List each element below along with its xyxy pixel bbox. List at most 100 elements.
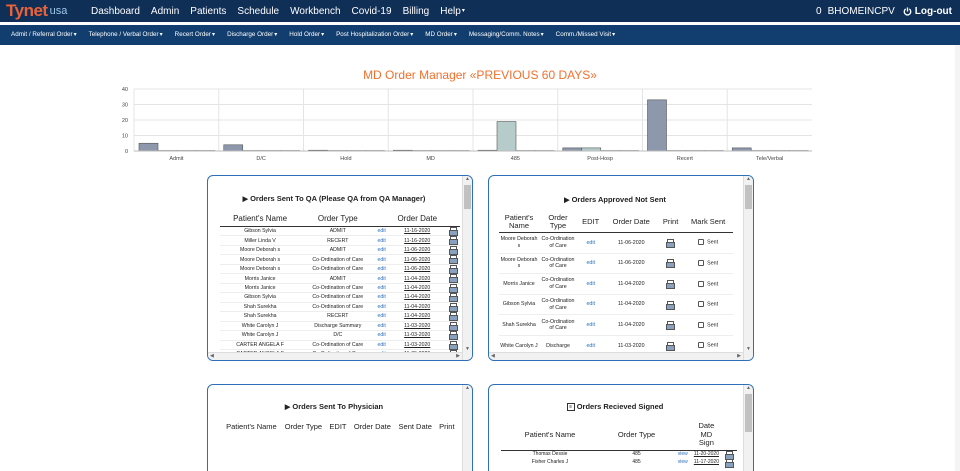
subnav-item-5[interactable]: Post Hospitalization Order▾ <box>336 31 413 39</box>
printer-icon[interactable] <box>448 274 458 284</box>
printer-icon[interactable] <box>666 238 676 248</box>
scroll-down-icon[interactable]: ▼ <box>746 346 751 352</box>
order-date-link[interactable]: 11-03-2020 <box>387 330 447 341</box>
edit-link[interactable]: edit <box>375 321 388 332</box>
scroll-left-icon[interactable]: ◀ <box>210 353 214 359</box>
edit-link[interactable]: edit <box>375 340 388 351</box>
order-date-link[interactable]: 11-04-2020 <box>387 311 447 322</box>
printer-icon[interactable] <box>448 227 458 236</box>
scroll-down-icon[interactable]: ▼ <box>465 346 470 352</box>
printer-icon[interactable] <box>448 331 458 341</box>
printer-icon[interactable] <box>448 312 458 322</box>
order-date-link[interactable]: 11-04-2020 <box>387 302 447 313</box>
printer-icon[interactable] <box>448 302 458 312</box>
printer-icon[interactable] <box>448 245 458 255</box>
logout-button[interactable]: Log-out <box>903 6 952 17</box>
subnav-item-7[interactable]: Messaging/Comm. Notes▾ <box>469 31 544 39</box>
printer-icon[interactable] <box>724 450 734 460</box>
printer-icon[interactable] <box>448 264 458 274</box>
edit-link[interactable]: edit <box>375 302 388 313</box>
approved-horizontal-scrollbar[interactable]: ◀ ▶ <box>489 352 743 360</box>
printer-icon[interactable] <box>666 259 676 269</box>
signed-scroll-thumb[interactable] <box>745 394 752 432</box>
subnav-item-4[interactable]: Hold Order▾ <box>289 31 324 39</box>
printer-icon[interactable] <box>448 236 458 246</box>
printer-icon[interactable] <box>724 458 734 468</box>
printer-icon[interactable] <box>666 341 676 351</box>
edit-link[interactable]: edit <box>577 273 605 295</box>
order-date-link[interactable]: 11-04-2020 <box>387 283 447 294</box>
qa-vertical-scrollbar[interactable]: ▲ ▼ <box>462 176 472 360</box>
view-link[interactable]: view <box>677 451 688 458</box>
edit-link[interactable]: edit <box>375 245 388 256</box>
mark-sent-checkbox[interactable] <box>698 280 705 287</box>
edit-link[interactable]: edit <box>375 273 388 284</box>
edit-link[interactable]: edit <box>577 253 605 275</box>
order-date-link[interactable]: 11-06-2020 <box>387 264 447 275</box>
subnav-item-8[interactable]: Comm./Missed Visit▾ <box>556 31 616 39</box>
mark-sent-checkbox[interactable] <box>698 321 705 328</box>
order-date-link[interactable]: 11-03-2020 <box>387 340 447 351</box>
username[interactable]: BHOMEINCPV <box>827 5 895 17</box>
order-date-link[interactable]: 11-04-2020 <box>387 292 447 303</box>
edit-link[interactable]: edit <box>577 294 605 316</box>
printer-icon[interactable] <box>448 340 458 350</box>
signed-date-link[interactable]: 11-20-2020 <box>693 451 719 458</box>
scroll-up-icon[interactable]: ▲ <box>465 385 470 391</box>
printer-icon[interactable] <box>666 279 676 289</box>
physician-vertical-scrollbar[interactable]: ▲ <box>462 385 472 471</box>
order-date-link[interactable]: 11-03-2020 <box>387 321 447 332</box>
page-scrollbar[interactable] <box>955 45 960 471</box>
edit-link[interactable]: edit <box>375 235 388 246</box>
printer-icon[interactable] <box>448 321 458 331</box>
scroll-right-icon[interactable]: ▶ <box>737 353 741 359</box>
qa-horizontal-scrollbar[interactable]: ◀ ▶ <box>208 352 462 360</box>
qa-scroll-thumb[interactable] <box>464 185 471 209</box>
signed-date-link[interactable]: 11-17-2020 <box>693 459 719 466</box>
mark-sent-checkbox[interactable] <box>698 301 705 308</box>
edit-link[interactable]: edit <box>375 283 388 294</box>
nav-workbench[interactable]: Workbench <box>290 5 341 17</box>
scroll-up-icon[interactable]: ▲ <box>746 176 751 182</box>
printer-icon[interactable] <box>448 293 458 303</box>
subnav-item-2[interactable]: Recert Order▾ <box>175 31 215 39</box>
subnav-item-3[interactable]: Discharge Order▾ <box>227 31 277 39</box>
printer-icon[interactable] <box>666 300 676 310</box>
mark-sent-checkbox[interactable] <box>698 259 705 266</box>
approved-scroll-thumb[interactable] <box>745 185 752 209</box>
scroll-left-icon[interactable]: ◀ <box>491 353 495 359</box>
edit-link[interactable]: edit <box>375 264 388 275</box>
nav-admin[interactable]: Admin <box>150 5 180 17</box>
edit-link[interactable]: edit <box>577 314 605 336</box>
edit-link[interactable]: edit <box>375 292 388 303</box>
view-link[interactable]: view <box>677 459 688 466</box>
nav-billing[interactable]: Billing <box>402 5 430 17</box>
scroll-up-icon[interactable]: ▲ <box>746 385 751 391</box>
scroll-right-icon[interactable]: ▶ <box>456 353 460 359</box>
subnav-item-0[interactable]: Admit / Referral Order▾ <box>11 31 77 39</box>
tynet-logo[interactable]: Tynet usa <box>6 1 80 21</box>
mark-sent-checkbox[interactable] <box>698 239 705 246</box>
nav-covid-19[interactable]: Covid-19 <box>351 5 392 17</box>
edit-link[interactable]: edit <box>375 254 388 265</box>
subnav-item-6[interactable]: MD Order▾ <box>425 31 457 39</box>
mark-sent-checkbox[interactable] <box>698 342 705 349</box>
printer-icon[interactable] <box>666 321 676 331</box>
subnav-item-1[interactable]: Telephone / Verbal Order▾ <box>89 31 163 39</box>
approved-vertical-scrollbar[interactable]: ▲ ▼ <box>743 176 753 360</box>
nav-patients[interactable]: Patients <box>190 5 227 17</box>
edit-link[interactable]: edit <box>375 330 388 341</box>
printer-icon[interactable] <box>448 283 458 293</box>
order-date-link[interactable]: 11-06-2020 <box>387 254 447 265</box>
nav-dashboard[interactable]: Dashboard <box>91 5 140 17</box>
edit-link[interactable]: edit <box>577 232 605 254</box>
nav-schedule[interactable]: Schedule <box>237 5 280 17</box>
printer-icon[interactable] <box>448 255 458 265</box>
order-date-link[interactable]: 11-04-2020 <box>387 273 447 284</box>
notification-count[interactable]: 0 <box>816 5 822 17</box>
nav-help[interactable]: Help▾ <box>440 6 465 17</box>
order-date-link[interactable]: 11-06-2020 <box>387 245 447 256</box>
scroll-up-icon[interactable]: ▲ <box>465 176 470 182</box>
signed-vertical-scrollbar[interactable]: ▲ <box>743 385 753 471</box>
edit-link[interactable]: edit <box>375 226 388 237</box>
